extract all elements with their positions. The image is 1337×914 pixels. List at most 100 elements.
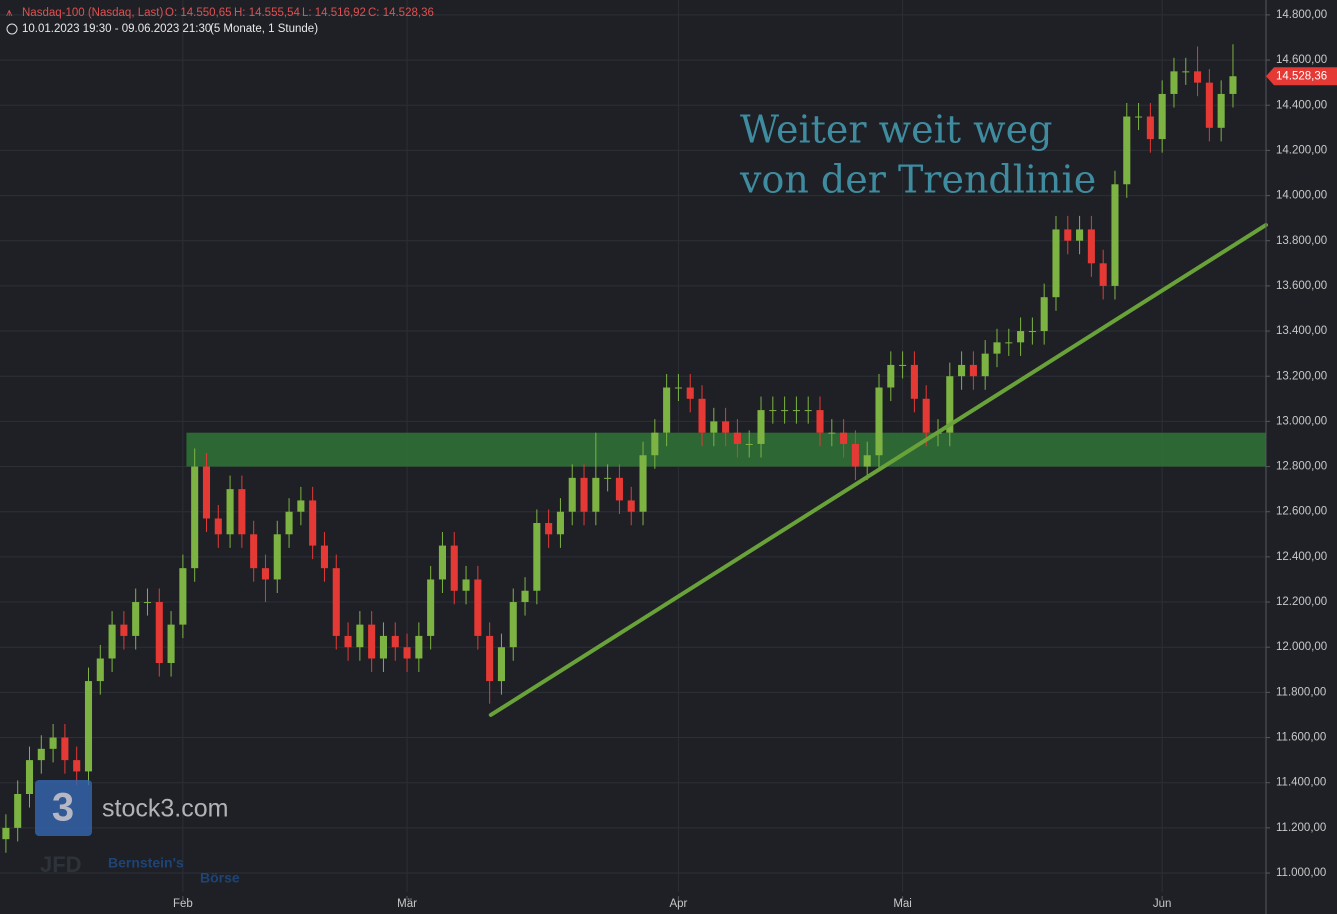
y-tick-label: 14.800,00 [1276, 9, 1327, 21]
candle-body [993, 342, 1001, 354]
logo-jfd: JFD [40, 852, 82, 877]
candle-body [2, 827, 10, 840]
candle-body [1064, 229, 1072, 241]
candle-body [627, 500, 635, 512]
candle-body [1087, 229, 1095, 264]
candle-body [840, 432, 848, 444]
candle-body [969, 364, 977, 377]
candle-body [592, 477, 600, 512]
candle-body [474, 579, 482, 636]
date-range: 10.01.2023 19:30 - 09.06.2023 21:30 [22, 23, 211, 35]
candle-body [96, 658, 104, 682]
ohlc-open: O: 14.550,65 [165, 7, 232, 19]
candle-body [37, 748, 45, 761]
candle-body [663, 387, 671, 433]
candle-body [910, 364, 918, 399]
candle-body [226, 489, 234, 535]
candle-body [403, 647, 411, 659]
logo-mark: 3 [52, 786, 74, 830]
candle-body [356, 624, 364, 648]
logo-box [35, 780, 92, 836]
candle-body [438, 545, 446, 580]
y-tick-label: 12.600,00 [1276, 506, 1327, 518]
candle-body [604, 477, 612, 479]
y-tick-label: 12.000,00 [1276, 641, 1327, 653]
candle-body [686, 387, 694, 399]
y-tick-label: 14.400,00 [1276, 99, 1327, 111]
ohlc-high: H: 14.555,54 [234, 7, 300, 19]
overlay [488, 222, 1268, 717]
candle-body [615, 477, 623, 501]
candle-body [733, 432, 741, 444]
candle-body [14, 793, 22, 828]
candle-body [816, 410, 824, 433]
candle-body [792, 410, 800, 412]
candle-body [533, 523, 541, 591]
candle-body [108, 624, 116, 659]
x-tick-label: Jun [1153, 898, 1172, 910]
candle-body [851, 443, 859, 467]
y-tick-label: 14.200,00 [1276, 144, 1327, 156]
y-tick-label: 13.000,00 [1276, 415, 1327, 427]
y-tick-label: 13.400,00 [1276, 325, 1327, 337]
candle-body [1170, 71, 1178, 94]
candle-body [769, 410, 777, 412]
candle-body [875, 387, 883, 456]
candle-body [1040, 297, 1048, 332]
last-price-box [1266, 67, 1337, 86]
y-tick-label: 14.600,00 [1276, 54, 1327, 66]
candle-body [450, 545, 458, 591]
candle-body [1146, 116, 1154, 140]
ohlc-low: L: 14.516,92 [302, 7, 366, 19]
candle-body [486, 635, 494, 682]
last-price-label: 14.528,36 [1276, 70, 1327, 82]
candle-body [273, 534, 281, 580]
candle-body [1052, 229, 1060, 298]
candle-body [191, 466, 199, 569]
candle-body [61, 737, 69, 761]
candle-body [1111, 184, 1119, 286]
candle-body [556, 511, 564, 535]
candle-body [379, 635, 387, 659]
y-tick-label: 14.000,00 [1276, 190, 1327, 202]
candle-body [545, 523, 553, 535]
candle-body [368, 624, 376, 659]
candle-body [427, 579, 435, 636]
candle-body [722, 421, 730, 433]
candle-body [462, 579, 470, 591]
candle-body [332, 568, 340, 636]
y-tick-label: 12.400,00 [1276, 551, 1327, 563]
candle-body [1158, 93, 1166, 140]
candle-body [344, 635, 352, 648]
y-tick-label: 13.200,00 [1276, 370, 1327, 382]
candle-body [1028, 331, 1036, 333]
candle-body [1229, 76, 1237, 94]
candle-body [887, 364, 895, 388]
y-tick-label: 11.800,00 [1276, 686, 1326, 698]
candle-body [674, 387, 682, 389]
candle-body [214, 518, 222, 535]
y-tick-label: 12.200,00 [1276, 596, 1327, 608]
y-tick-label: 11.000,00 [1276, 867, 1326, 879]
header-icon: ⩚ [6, 7, 13, 19]
y-tick-label: 12.800,00 [1276, 461, 1327, 473]
candle-body [238, 489, 246, 535]
candle-body [828, 432, 836, 434]
candle-body [568, 477, 576, 512]
candle-body [710, 421, 718, 433]
logo-text: stock3.com [102, 795, 228, 823]
candle-body [757, 410, 765, 444]
candle-body [261, 568, 270, 580]
candle-body [73, 760, 81, 772]
candle-body [167, 624, 175, 664]
candle-body [863, 455, 871, 467]
candle-body [1076, 229, 1084, 241]
candle-body [25, 760, 34, 794]
candle-body [250, 534, 258, 569]
candle-body [981, 353, 989, 377]
candle-body [143, 602, 152, 604]
candle-body [521, 590, 529, 603]
candle-body [497, 647, 505, 682]
